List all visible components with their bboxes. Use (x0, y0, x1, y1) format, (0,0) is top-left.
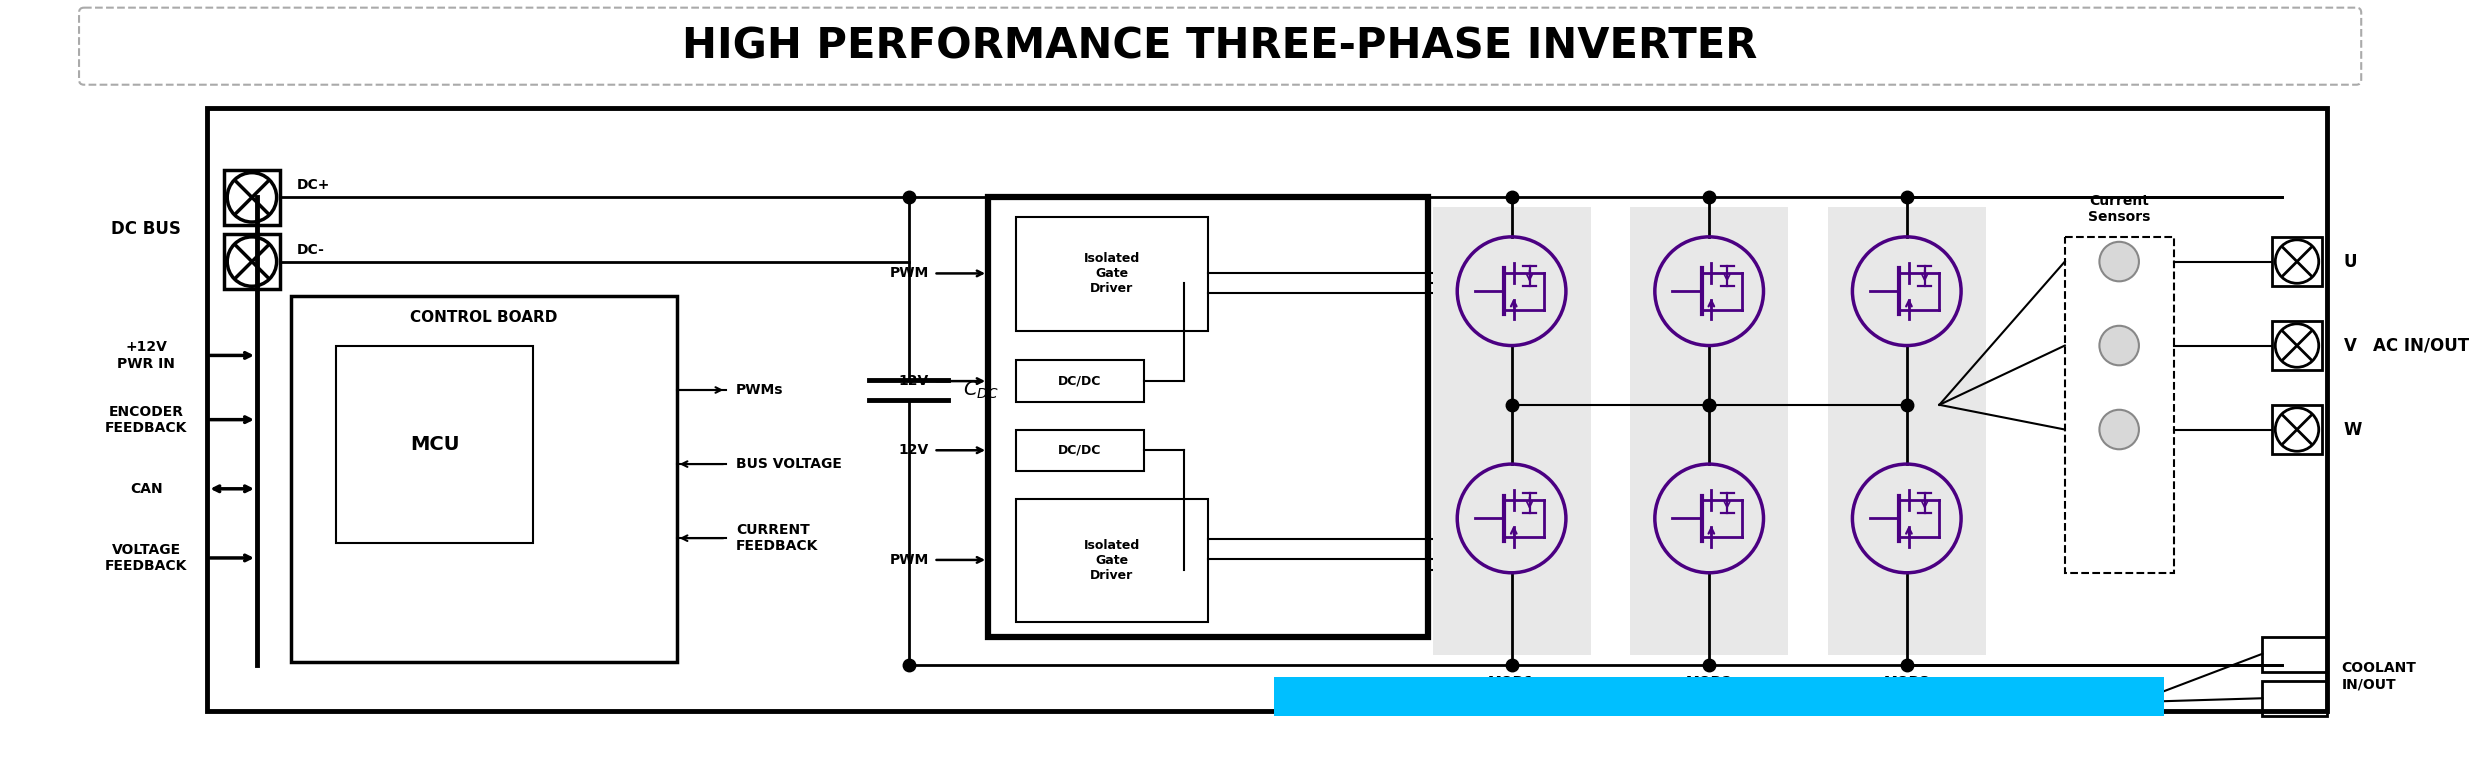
Bar (1017, 217, 1208, 331)
Text: 12V: 12V (898, 443, 928, 457)
Bar (1433, 207, 1590, 654)
Text: COOLANT
IN/OUT: COOLANT IN/OUT (2341, 661, 2416, 692)
Text: CONTROL BOARD: CONTROL BOARD (409, 310, 558, 325)
Text: BUS VOLTAGE: BUS VOLTAGE (737, 457, 841, 471)
Bar (1017, 498, 1208, 622)
Text: DC BUS: DC BUS (112, 221, 181, 239)
Bar (2272, 321, 2321, 370)
Text: DC/DC: DC/DC (1059, 374, 1101, 388)
Bar (987, 197, 1428, 637)
Text: +12V
PWR IN: +12V PWR IN (117, 340, 176, 370)
Text: VOLTAGE
FEEDBACK: VOLTAGE FEEDBACK (104, 543, 188, 573)
Bar (2066, 237, 2172, 573)
Bar (1828, 207, 1986, 654)
Text: W: W (2344, 420, 2361, 438)
Text: MOD1: MOD1 (1488, 675, 1535, 690)
Text: Cold Plate: Cold Plate (1672, 687, 1766, 705)
Text: 12V: 12V (898, 374, 928, 388)
Text: DC+: DC+ (298, 179, 330, 193)
Circle shape (2101, 242, 2138, 282)
Bar (223, 234, 280, 289)
Text: PWMs: PWMs (737, 383, 784, 397)
Text: PWM: PWM (890, 267, 928, 281)
Text: Isolated
Gate
Driver: Isolated Gate Driver (1084, 539, 1141, 582)
Bar (1275, 676, 2163, 716)
Text: $C_{DC}$: $C_{DC}$ (962, 379, 999, 401)
Text: CAN: CAN (129, 482, 164, 496)
Bar (1017, 360, 1143, 402)
Text: V: V (2344, 336, 2356, 355)
Text: U: U (2344, 253, 2356, 271)
Bar (1629, 207, 1788, 654)
Text: MOD3: MOD3 (1882, 675, 1929, 690)
Text: MCU: MCU (409, 434, 459, 454)
Text: DC/DC: DC/DC (1059, 444, 1101, 457)
Text: PWM: PWM (890, 553, 928, 567)
Text: Current
Sensors: Current Sensors (2088, 194, 2150, 225)
Bar (1017, 430, 1143, 471)
Bar (223, 170, 280, 225)
Text: CURRENT
FEEDBACK: CURRENT FEEDBACK (737, 523, 818, 553)
Bar (293, 296, 677, 661)
Text: DC-: DC- (298, 243, 325, 257)
Text: HIGH PERFORMANCE THREE-PHASE INVERTER: HIGH PERFORMANCE THREE-PHASE INVERTER (682, 25, 1758, 67)
Text: Isolated
Gate
Driver: Isolated Gate Driver (1084, 253, 1141, 296)
Circle shape (2101, 326, 2138, 365)
Text: ENCODER
FEEDBACK: ENCODER FEEDBACK (104, 405, 188, 434)
FancyBboxPatch shape (79, 8, 2361, 85)
Bar (2272, 405, 2321, 454)
Bar (2272, 237, 2321, 286)
Bar (335, 346, 533, 543)
Bar (208, 108, 2326, 711)
Text: AC IN/OUT: AC IN/OUT (2373, 336, 2470, 355)
Text: MOD2: MOD2 (1686, 675, 1734, 690)
Bar (2262, 637, 2326, 672)
Circle shape (2101, 410, 2138, 449)
Bar (2262, 682, 2326, 716)
